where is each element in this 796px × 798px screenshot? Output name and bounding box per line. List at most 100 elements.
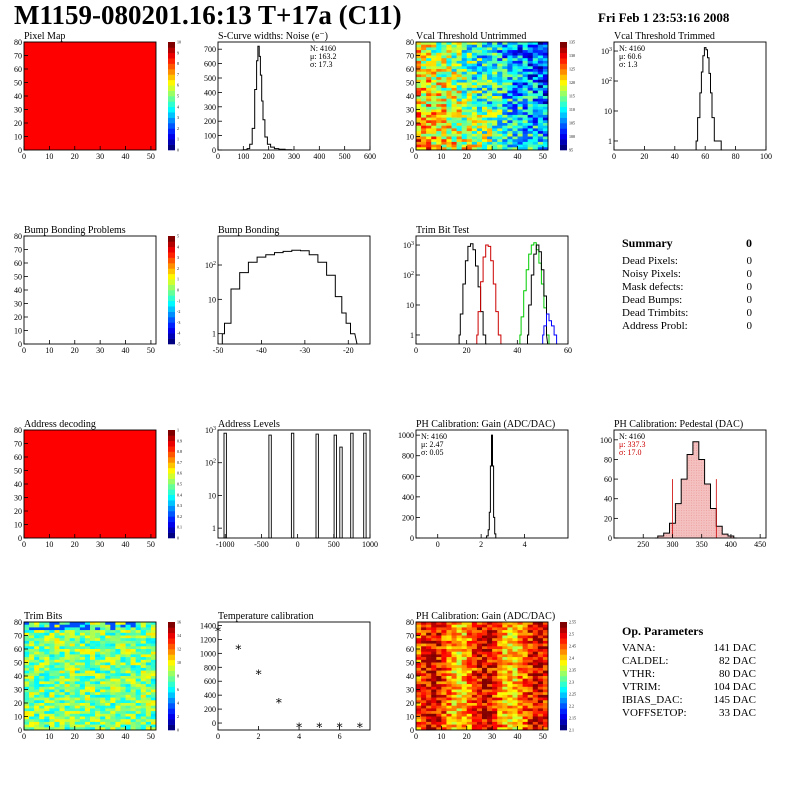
y-tick-label: 30 — [406, 686, 414, 695]
y-tick-label: 10 — [208, 491, 216, 500]
plot-frame — [217, 235, 371, 345]
palette-tick-label: 3 — [177, 255, 179, 260]
plot-frame — [613, 429, 767, 539]
y-tick-label: 40 — [14, 480, 22, 489]
x-tick-label: 600 — [364, 152, 376, 161]
y-tick-label: 70 — [14, 52, 22, 61]
x-tick-label: 1000 — [362, 540, 378, 549]
address-level-spike — [363, 432, 367, 539]
stats-line: σ: 17.3 — [310, 60, 333, 69]
y-tick-label: 80 — [406, 38, 414, 47]
chart-title: PH Calibration: Pedestal (DAC) — [614, 419, 743, 430]
chart-address-decoding: Address decoding 0 0.1 0.2 0.3 0.4 0.5 0.6 0.7 0.… — [14, 419, 182, 549]
palette-tick-label: 4 — [177, 701, 179, 706]
op-param-row: CALDEL: 82 DAC — [622, 655, 756, 668]
y-tick-label: 10 — [14, 327, 22, 336]
x-tick-label: 80 — [732, 152, 740, 161]
x-tick-label: 30 — [96, 732, 104, 741]
chart-address-levels: Address Levels -1000 -500 0 500 1000 1 10 102 103 — [205, 419, 378, 549]
palette-tick-label: 0 — [177, 728, 179, 733]
chart-title: PH Calibration: Gain (ADC/DAC) — [416, 611, 555, 622]
data-point: ∗ — [275, 694, 283, 708]
op-params-title: Op. Parameters — [622, 624, 704, 638]
palette-tick-label: 8 — [177, 674, 179, 679]
chart-title: Vcal Threshold Untrimmed — [416, 31, 526, 42]
y-tick-label: 50 — [14, 659, 22, 668]
palette-tick-label: 0 — [177, 148, 179, 153]
palette-tick-label: 2 — [177, 126, 179, 131]
y-tick-label: 60 — [14, 453, 22, 462]
x-tick-label: -500 — [254, 540, 269, 549]
summary-row: Noisy Pixels: 0 — [622, 268, 752, 281]
heatmap-fill — [24, 42, 156, 150]
palette-tick-label: -2 — [177, 309, 180, 314]
x-tick-label: 40 — [122, 152, 130, 161]
x-tick-label: 40 — [671, 152, 679, 161]
palette-tick-label: -4 — [177, 331, 180, 336]
palette-tick-label: 135 — [569, 40, 575, 45]
x-tick-label: 40 — [122, 540, 130, 549]
op-param-label: VANA: — [622, 642, 656, 654]
palette-tick-label: 115 — [569, 94, 575, 99]
palette-tick-label: 14 — [177, 633, 181, 638]
histogram-line — [458, 243, 487, 345]
y-tick-label: 800 — [204, 663, 216, 672]
y-tick-label: 20 — [14, 313, 22, 322]
palette-tick-label: 2.15 — [569, 716, 576, 721]
histogram-line — [476, 244, 503, 345]
y-tick-label: 0 — [18, 340, 22, 349]
y-tick-label: 102 — [403, 271, 414, 280]
x-tick-label: 4 — [297, 732, 301, 741]
y-tick-label: 50 — [14, 273, 22, 282]
x-tick-label: 60 — [701, 152, 709, 161]
plot-frame — [613, 41, 767, 151]
op-param-row: VTRIM: 104 DAC — [622, 681, 756, 694]
palette-tick-label: 2 — [177, 714, 179, 719]
palette-tick-label: 7 — [177, 72, 179, 77]
op-param-label: IBIAS_DAC: — [622, 694, 683, 706]
stats-line: N: 4160 — [421, 432, 447, 441]
y-tick-label: 50 — [406, 659, 414, 668]
chart-pixel-map: Pixel Map 0 1 2 3 4 5 6 7 8 9 10 0 10 20 30 40 50 0 10 20 30 4… — [14, 31, 181, 161]
y-tick-label: 1 — [212, 524, 216, 533]
palette-tick-label: 105 — [569, 121, 575, 126]
x-tick-label: 20 — [71, 346, 79, 355]
y-tick-label: 20 — [406, 119, 414, 128]
op-param-row: VANA: 141 DAC — [622, 642, 756, 655]
stats-line: μ: 337.3 — [619, 440, 646, 449]
palette-tick-label: 10 — [177, 40, 181, 45]
palette-tick-label: 10 — [177, 660, 181, 665]
chart-title: Vcal Threshold Trimmed — [614, 31, 715, 42]
y-tick-label: 1 — [608, 137, 612, 146]
palette-tick-label: 0.8 — [177, 449, 182, 454]
x-tick-label: 50 — [147, 732, 155, 741]
x-tick-label: 4 — [523, 540, 527, 549]
palette-tick-label: 125 — [569, 67, 575, 72]
chart-temperature-calibration: Temperature calibration∗∗∗∗∗ ∗ ∗ ∗0 2 4 602004… — [200, 611, 371, 741]
y-tick-label: 600 — [204, 677, 216, 686]
x-tick-label: -40 — [256, 346, 267, 355]
y-tick-label: 10 — [208, 295, 216, 304]
x-tick-label: 0 — [296, 540, 300, 549]
x-tick-label: 300 — [666, 540, 678, 549]
chart-ph-gain: PH Calibration: Gain (ADC/DAC) 0 2 4 0 200 400… — [398, 419, 569, 549]
summary-label: Noisy Pixels: — [622, 268, 681, 280]
op-param-value: 145 DAC — [713, 694, 756, 706]
palette-tick-label: 100 — [569, 134, 575, 139]
x-tick-label: 20 — [71, 152, 79, 161]
y-tick-label: 30 — [406, 106, 414, 115]
op-param-value: 104 DAC — [713, 681, 756, 693]
palette-tick-label: 2.55 — [569, 620, 576, 625]
palette-tick-label: 0.1 — [177, 525, 182, 530]
op-param-label: VOFFSETOP: — [622, 707, 687, 719]
y-tick-label: 80 — [604, 455, 612, 464]
chart-title: Trim Bit Test — [416, 225, 469, 236]
chart-title: Trim Bits — [24, 611, 62, 622]
color-palette — [168, 622, 175, 731]
histogram-line — [542, 313, 558, 345]
palette-tick-label: 12 — [177, 647, 181, 652]
page-title: M1159-080201.16:13 T+17a (C11) — [14, 0, 402, 30]
plot-frame — [415, 429, 569, 539]
page-date: Fri Feb 1 23:53:16 2008 — [598, 10, 730, 25]
palette-tick-label: 0.7 — [177, 460, 182, 465]
